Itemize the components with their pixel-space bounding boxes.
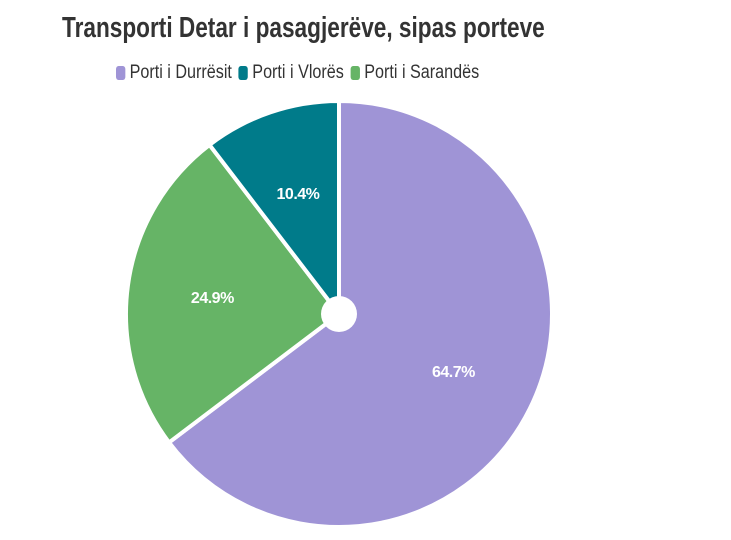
legend-swatch	[238, 66, 249, 80]
legend-item[interactable]: Porti i Vlorës	[238, 62, 344, 84]
chart-title: Transporti Detar i pasagjerëve, sipas po…	[62, 12, 545, 44]
legend-label: Porti i Vlorës	[252, 62, 344, 83]
legend-label: Porti i Sarandës	[364, 62, 480, 83]
pie-slice[interactable]	[124, 142, 341, 445]
data-label: 10.4%	[277, 186, 320, 203]
center-hole	[321, 296, 357, 332]
data-label: 24.9%	[191, 290, 234, 307]
legend-label: Porti i Durrësit	[129, 62, 232, 83]
legend-swatch	[350, 66, 361, 80]
pie-slice[interactable]	[207, 99, 341, 316]
legend-swatch	[116, 66, 126, 80]
legend: Porti i Durrësit Porti i Vlorës Porti i Sa…	[116, 62, 486, 84]
data-label: 64.7%	[432, 364, 475, 381]
legend-item[interactable]: Porti i Sarandës	[350, 62, 480, 84]
pie-slice[interactable]	[167, 99, 554, 529]
legend-item[interactable]: Porti i Durrësit	[116, 62, 232, 84]
